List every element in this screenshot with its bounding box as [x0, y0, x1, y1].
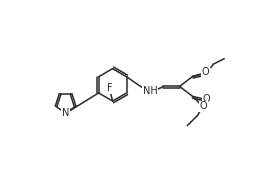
Text: NH: NH	[143, 86, 158, 96]
Text: O: O	[203, 94, 210, 104]
Text: F: F	[108, 83, 113, 93]
Text: O: O	[203, 69, 210, 79]
Text: N: N	[62, 108, 69, 118]
Text: O: O	[202, 67, 210, 77]
Text: O: O	[200, 101, 207, 111]
